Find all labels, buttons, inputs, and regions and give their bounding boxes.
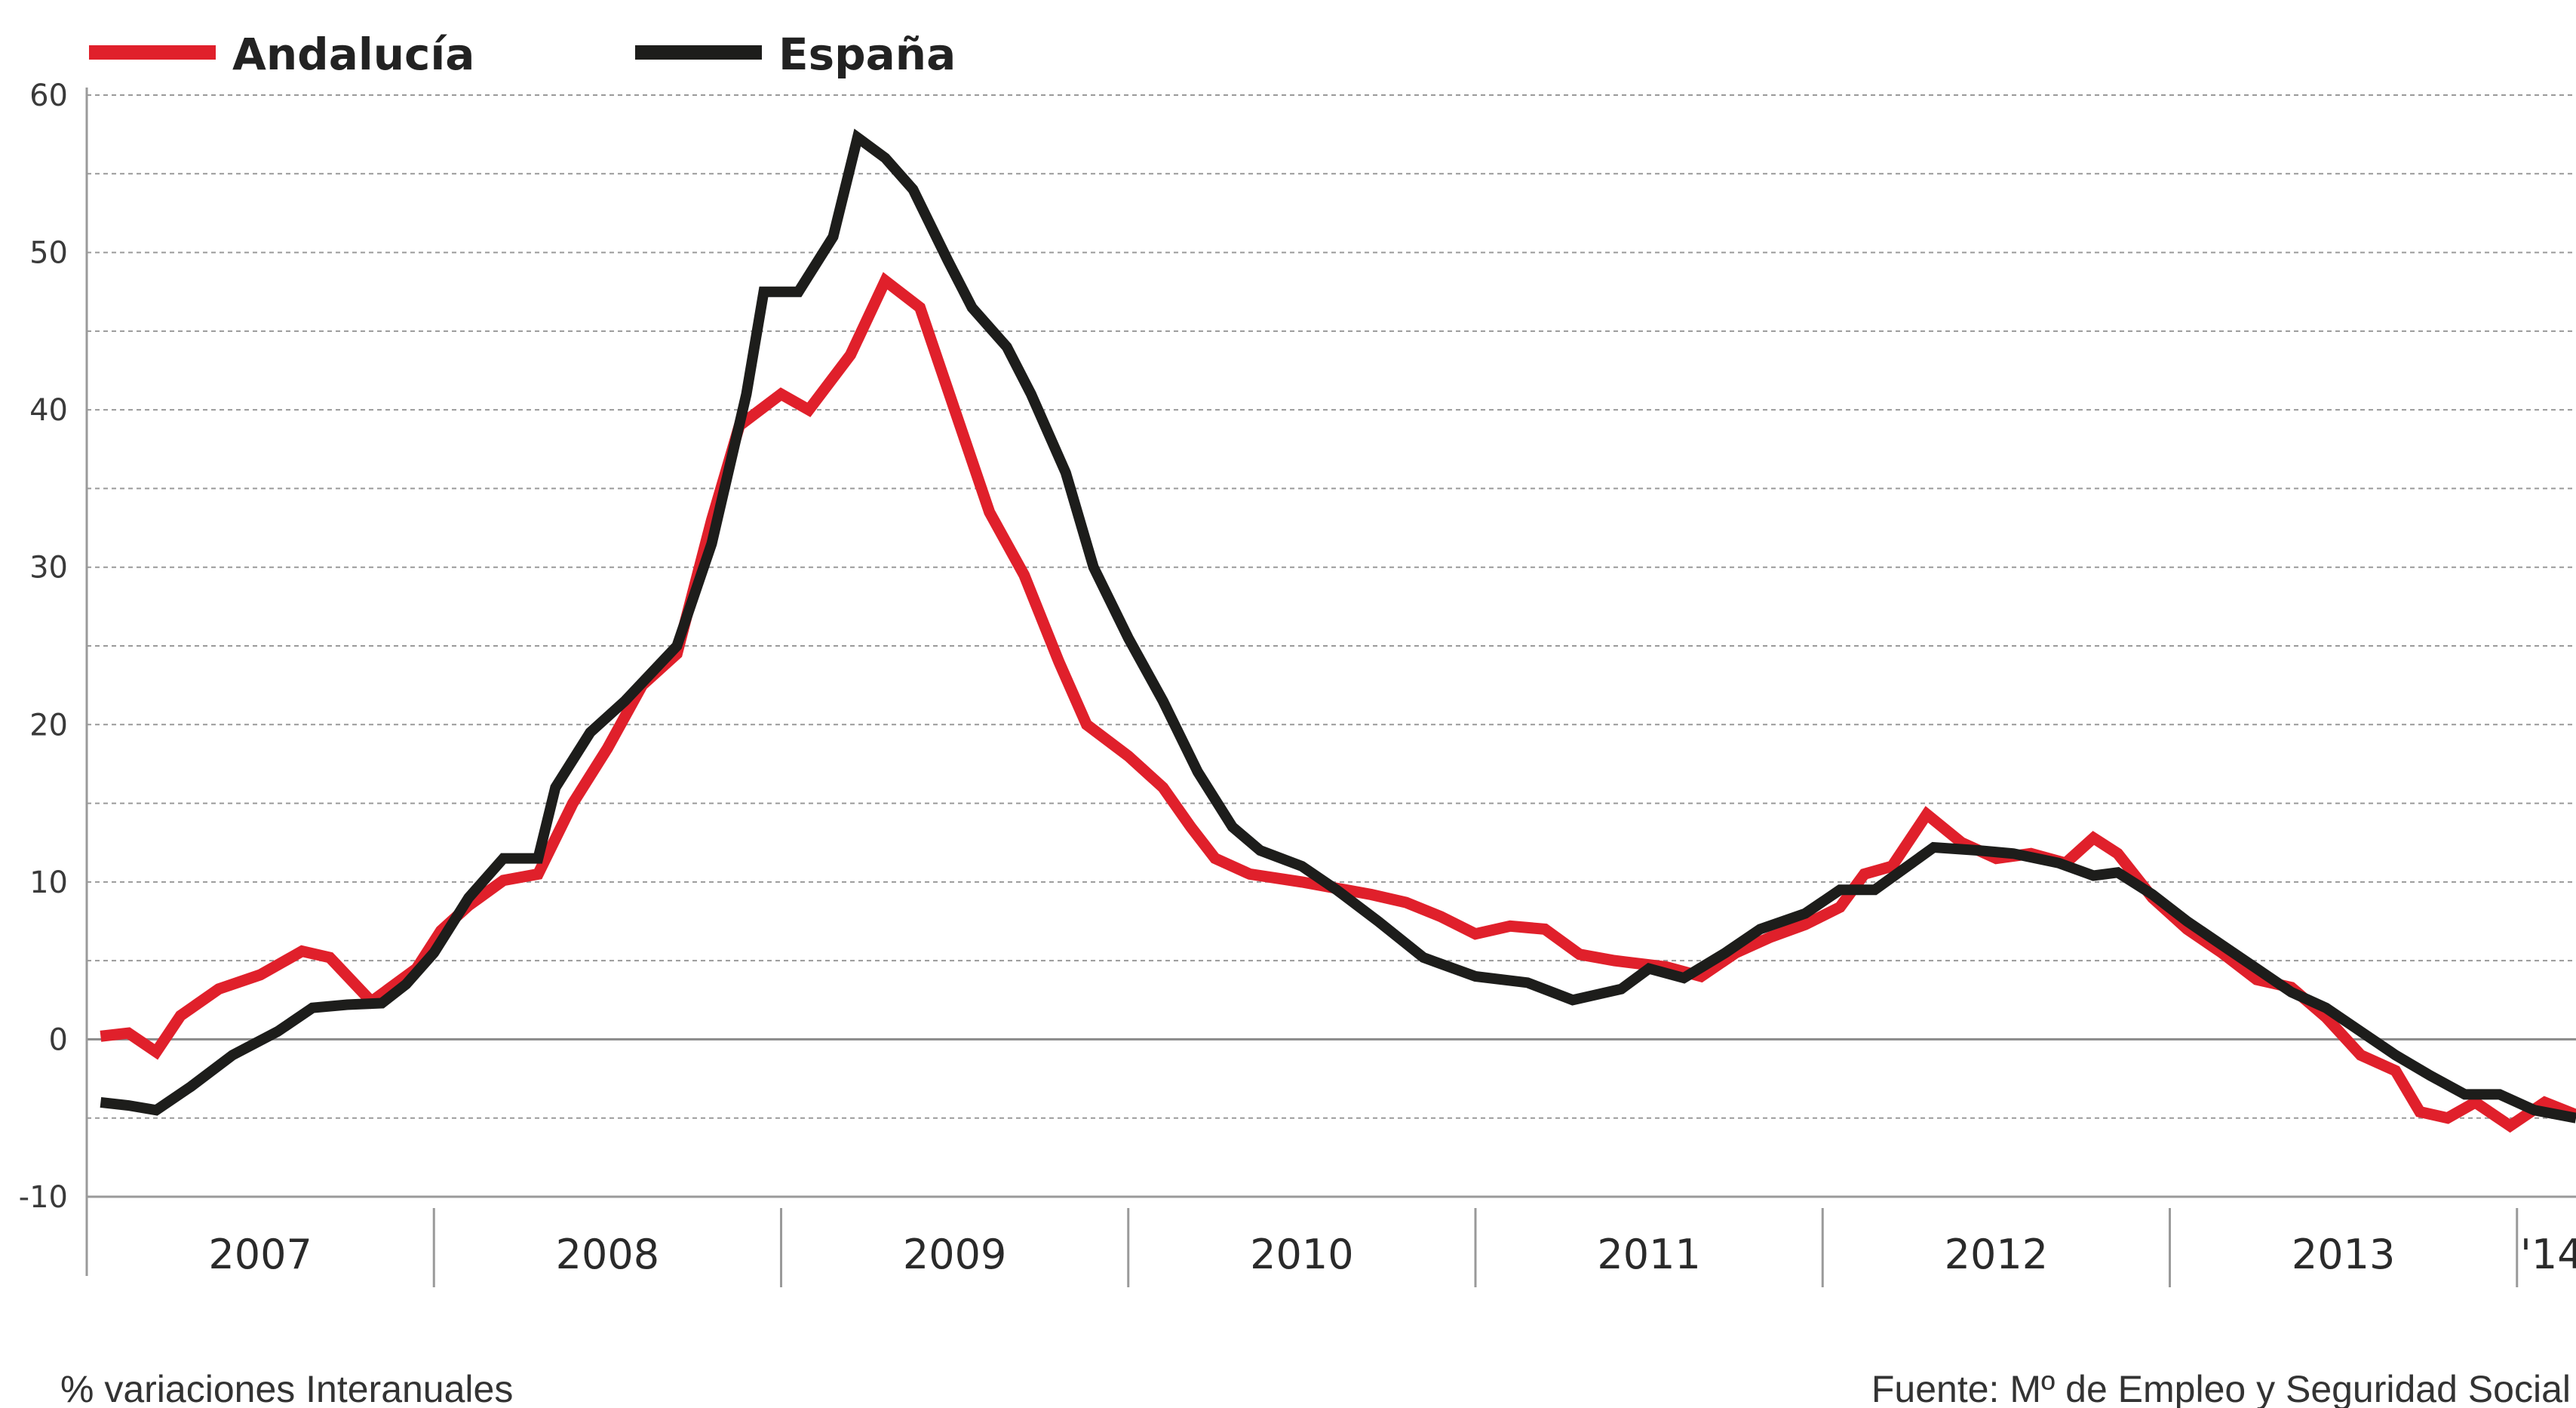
grid-lines [87, 94, 2576, 1119]
y-tick-label: 20 [29, 708, 68, 742]
year-label: 2012 [1945, 1231, 2048, 1278]
footer-note: % variaciones Interanuales [60, 1368, 513, 1408]
y-tick-label: 30 [29, 551, 68, 586]
year-label: 2007 [208, 1231, 312, 1278]
y-tick-label: 0 [49, 1022, 68, 1057]
series-line-andalucia [100, 272, 2576, 1133]
legend-swatch-andalucia [89, 45, 216, 60]
series-line-espana [100, 128, 2576, 1124]
axes [85, 88, 2576, 1287]
y-tick-label: 40 [29, 393, 68, 428]
year-label: 2010 [1250, 1231, 1353, 1278]
year-label: 2013 [2292, 1231, 2395, 1278]
y-tick-label: 50 [29, 236, 68, 271]
legend-label-espana: España [778, 29, 956, 80]
source-note: Fuente: Mº de Empleo y Seguridad Social [1871, 1368, 2571, 1408]
y-tick-label: -10 [19, 1180, 68, 1215]
year-label: 2011 [1597, 1231, 1700, 1278]
year-label: 2009 [903, 1231, 1006, 1278]
y-tick-label: 10 [29, 865, 68, 900]
y-tick-labels: 60 50 40 30 20 10 0 -10 [19, 78, 68, 1215]
legend: Andalucía España [89, 29, 956, 80]
y-tick-label: 60 [29, 78, 68, 113]
legend-label-andalucia: Andalucía [232, 29, 474, 80]
year-label: '14 [2520, 1231, 2576, 1278]
year-label: 2008 [556, 1231, 659, 1278]
x-year-labels: 2007 2008 2009 2010 2011 2012 2013 '14 [208, 1231, 2576, 1278]
legend-swatch-espana [635, 45, 762, 60]
series-lines [100, 128, 2576, 1133]
